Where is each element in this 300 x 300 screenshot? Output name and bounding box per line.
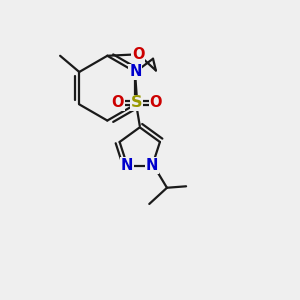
Text: O: O — [111, 95, 124, 110]
Text: O: O — [150, 95, 162, 110]
Text: S: S — [131, 95, 142, 110]
Text: N: N — [121, 158, 134, 173]
Text: O: O — [132, 47, 145, 62]
Text: N: N — [129, 64, 142, 80]
Text: N: N — [146, 158, 158, 173]
